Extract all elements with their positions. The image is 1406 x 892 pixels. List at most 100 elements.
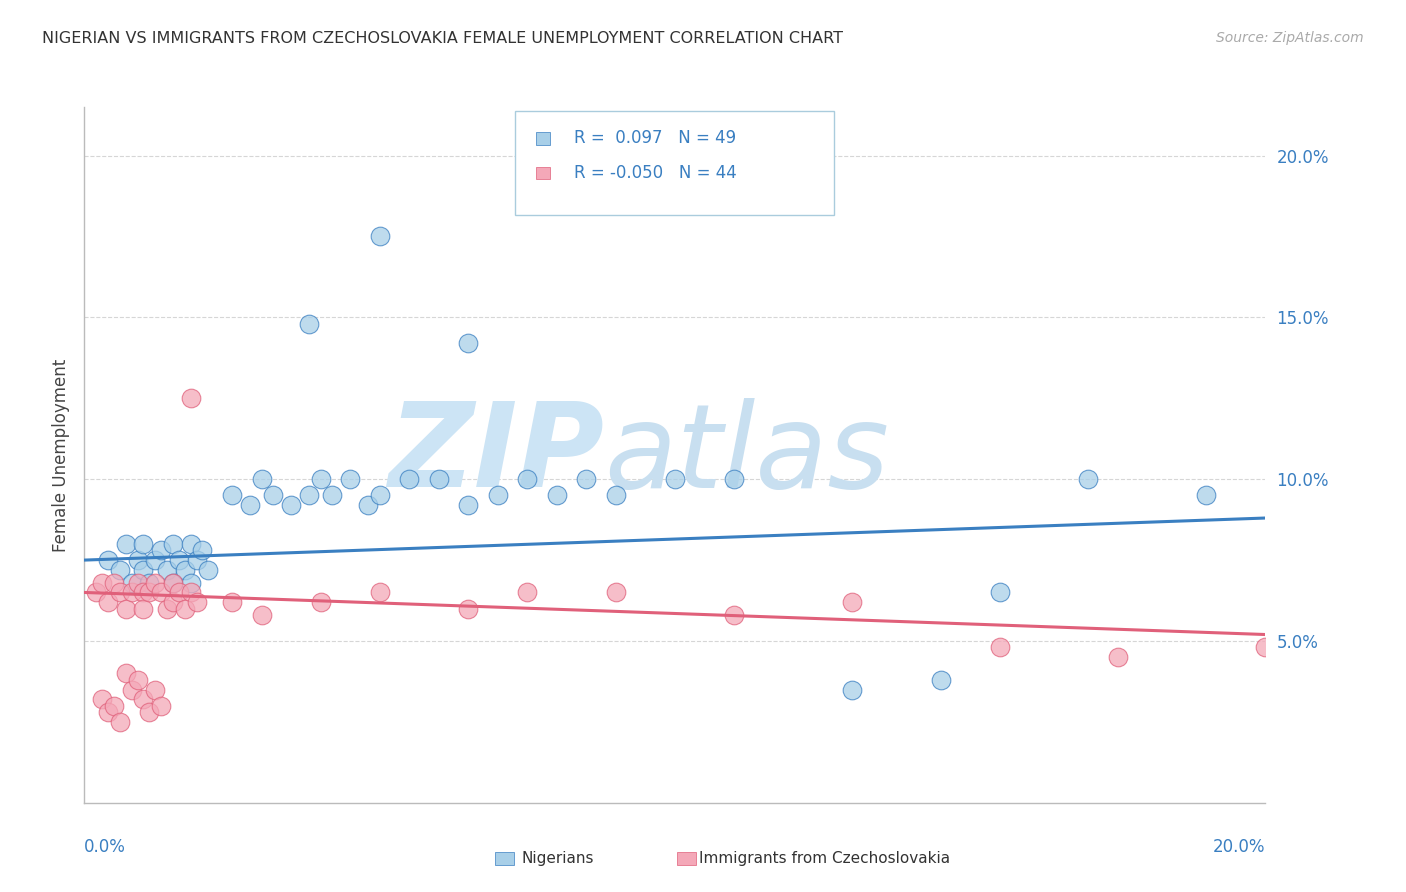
Point xyxy=(108,714,131,729)
Point xyxy=(546,488,568,502)
Text: Immigrants from Czechoslovakia: Immigrants from Czechoslovakia xyxy=(699,851,949,866)
Text: R = -0.050   N = 44: R = -0.050 N = 44 xyxy=(575,164,737,182)
Point xyxy=(605,488,627,502)
Point xyxy=(368,585,391,599)
Point xyxy=(84,585,107,599)
Point xyxy=(180,575,202,590)
Point xyxy=(516,585,538,599)
Point xyxy=(127,553,149,567)
FancyBboxPatch shape xyxy=(536,167,550,179)
Point xyxy=(457,601,479,615)
Point xyxy=(162,537,184,551)
FancyBboxPatch shape xyxy=(495,852,515,864)
Point xyxy=(309,472,332,486)
Point xyxy=(309,595,332,609)
Point xyxy=(723,608,745,623)
Point xyxy=(127,673,149,687)
Point xyxy=(97,553,120,567)
Point xyxy=(108,585,131,599)
Point xyxy=(114,601,136,615)
Point xyxy=(1107,650,1129,665)
Point xyxy=(108,563,131,577)
Point xyxy=(114,666,136,681)
Point xyxy=(357,498,380,512)
Point xyxy=(605,585,627,599)
Point xyxy=(91,575,114,590)
FancyBboxPatch shape xyxy=(516,111,834,215)
Point xyxy=(427,472,450,486)
Point xyxy=(191,543,214,558)
Point xyxy=(186,595,208,609)
Point xyxy=(138,575,160,590)
Point xyxy=(988,585,1011,599)
Point xyxy=(516,472,538,486)
Point xyxy=(138,705,160,719)
Point xyxy=(97,705,120,719)
Point xyxy=(114,537,136,551)
Point xyxy=(132,585,155,599)
Point xyxy=(1254,640,1277,655)
Point xyxy=(368,488,391,502)
Point xyxy=(138,585,160,599)
Point xyxy=(988,640,1011,655)
Point xyxy=(121,575,143,590)
Point xyxy=(150,585,173,599)
Point xyxy=(298,488,321,502)
Text: ZIP: ZIP xyxy=(388,398,605,512)
Point xyxy=(162,575,184,590)
Point xyxy=(664,472,686,486)
Point xyxy=(929,673,952,687)
Point xyxy=(173,601,195,615)
Point xyxy=(173,563,195,577)
Point xyxy=(321,488,343,502)
Point xyxy=(197,563,219,577)
Y-axis label: Female Unemployment: Female Unemployment xyxy=(52,359,70,551)
Point xyxy=(250,472,273,486)
Point xyxy=(723,472,745,486)
Point xyxy=(280,498,302,512)
Point xyxy=(180,392,202,406)
Point xyxy=(132,692,155,706)
Point xyxy=(221,595,243,609)
Point xyxy=(575,472,598,486)
Point xyxy=(121,682,143,697)
Point xyxy=(180,537,202,551)
Point xyxy=(143,575,166,590)
Point xyxy=(97,595,120,609)
Point xyxy=(841,682,863,697)
Text: R =  0.097   N = 49: R = 0.097 N = 49 xyxy=(575,129,737,147)
Point xyxy=(132,537,155,551)
Point xyxy=(339,472,361,486)
Point xyxy=(103,698,125,713)
Point xyxy=(121,585,143,599)
Point xyxy=(156,563,179,577)
Point xyxy=(103,575,125,590)
FancyBboxPatch shape xyxy=(678,852,696,864)
Text: Nigerians: Nigerians xyxy=(522,851,593,866)
Point xyxy=(1195,488,1218,502)
Point xyxy=(1077,472,1099,486)
Point xyxy=(262,488,284,502)
Text: Source: ZipAtlas.com: Source: ZipAtlas.com xyxy=(1216,31,1364,45)
Point xyxy=(457,336,479,351)
Text: 20.0%: 20.0% xyxy=(1213,838,1265,855)
Point xyxy=(132,563,155,577)
Point xyxy=(162,575,184,590)
Point xyxy=(143,682,166,697)
Point xyxy=(221,488,243,502)
Point xyxy=(186,553,208,567)
Text: NIGERIAN VS IMMIGRANTS FROM CZECHOSLOVAKIA FEMALE UNEMPLOYMENT CORRELATION CHART: NIGERIAN VS IMMIGRANTS FROM CZECHOSLOVAK… xyxy=(42,31,844,46)
Point xyxy=(167,553,190,567)
Point xyxy=(143,553,166,567)
Point xyxy=(368,229,391,244)
Point xyxy=(150,698,173,713)
Text: 0.0%: 0.0% xyxy=(84,838,127,855)
Text: atlas: atlas xyxy=(605,398,889,512)
Point xyxy=(167,585,190,599)
Point xyxy=(841,595,863,609)
Point xyxy=(298,317,321,331)
Point xyxy=(91,692,114,706)
Point xyxy=(132,601,155,615)
Point xyxy=(180,585,202,599)
Point xyxy=(127,575,149,590)
